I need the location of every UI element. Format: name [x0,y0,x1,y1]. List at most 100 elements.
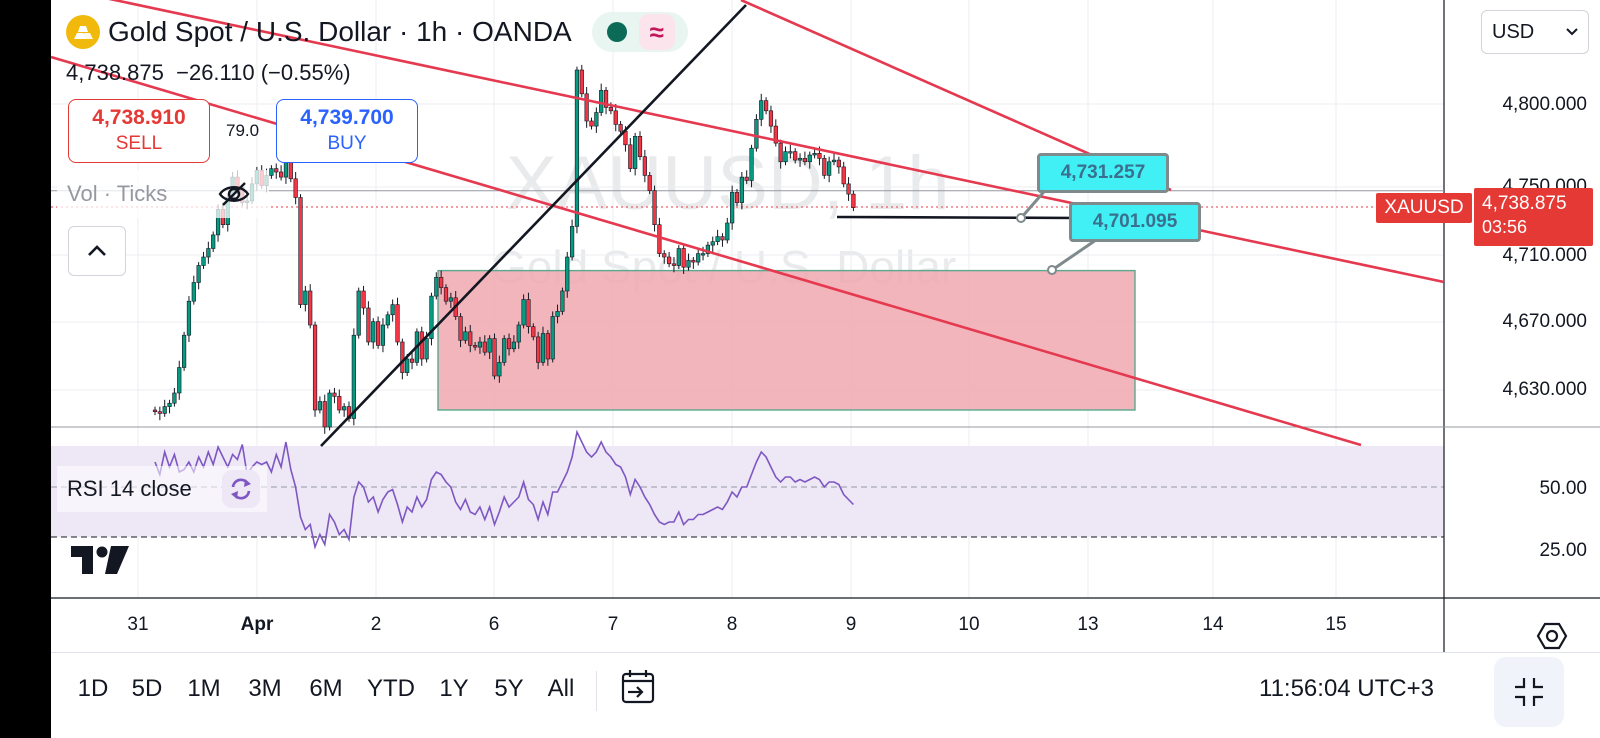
fullscreen-icon[interactable] [1494,657,1564,727]
candle-body [531,326,536,338]
refresh-icon[interactable] [222,470,260,508]
time-range-bar: 1D 5D 1M 3M 6M YTD 1Y 5Y All 11:56:04 UT… [51,652,1600,738]
volume-indicator-legend[interactable]: Vol · Ticks [57,170,269,218]
range-1m-button[interactable]: 1M [187,675,221,702]
price-tick: 4,710.000 [1502,245,1587,266]
candle-body [487,338,492,353]
time-tick: 15 [1325,614,1347,635]
rsi-tick: 50.00 [1539,478,1587,499]
sell-label: SELL [115,133,163,154]
candle-body [492,338,497,377]
candle-body [783,151,788,163]
last-price: 4,738.875 [66,60,164,85]
settings-icon[interactable] [1536,620,1568,657]
candle-body [308,290,313,326]
time-tick: Apr [240,614,274,635]
candle-body [550,316,555,360]
candle-body [443,287,449,302]
candle-body [167,402,172,407]
candle-body [691,260,696,263]
collapse-legend-button[interactable] [68,226,126,276]
candle-body [385,314,390,326]
candle-body [502,338,507,363]
candle-body [162,406,167,414]
candle-body [671,263,677,266]
candle-body [734,192,740,203]
eye-off-icon[interactable] [217,180,251,213]
candle-body [468,331,473,346]
candle-body [773,125,778,144]
time-tick: 8 [726,614,738,635]
range-5d-button[interactable]: 5D [131,675,163,702]
currency-select[interactable]: USD [1481,10,1589,54]
range-1d-button[interactable]: 1D [77,675,109,702]
trend-line [320,4,747,447]
time-tick: 31 [127,614,149,635]
candle-body [317,401,323,411]
candle-body [380,324,386,346]
candle-body [715,236,720,243]
candle-body [793,151,798,161]
candle-body [807,154,812,163]
candle-body [686,260,691,268]
market-status-pill[interactable]: ≈ [591,12,688,52]
symbol-title: Gold Spot / U.S. Dollar · 1h · OANDA [108,16,572,47]
market-open-dot-icon [606,22,627,42]
support-line [836,215,1082,220]
candle-body [545,333,550,360]
clock[interactable]: 11:56:04 UTC+3 [1259,675,1434,702]
candle-body [768,110,774,127]
symbol-header[interactable]: Gold Spot / U.S. Dollar · 1h · OANDA ≈ [66,12,688,52]
candle-body [439,277,444,288]
candle-body [555,311,560,317]
candle-body [390,304,395,316]
channel-lower-line [51,55,1362,447]
candle-body [637,136,643,158]
candle-body [395,304,400,343]
current-price: 4,738.875 [1482,193,1567,214]
candle-body [526,299,531,328]
candle-body [327,392,332,428]
buy-button[interactable]: 4,739.700 BUY [276,99,418,163]
candle-body [405,358,410,373]
candle-body [812,153,817,156]
price-tick: 4,800.000 [1502,94,1587,115]
rsi-label: RSI 14 close [67,476,192,501]
callout-anchor [1047,265,1057,275]
sell-button[interactable]: 4,738.910 SELL [68,99,210,163]
candle-body [497,362,502,377]
candle-body [608,107,613,112]
candle-body [356,290,361,336]
candle-body [749,147,754,181]
candle-body [681,248,686,268]
candle-body [312,324,318,411]
candle-body [196,265,201,283]
candle-body [802,158,807,163]
symbol-tag: XAUUSD [1376,193,1472,223]
range-5y-button[interactable]: 5Y [494,675,524,702]
candle-body [763,100,769,112]
candle-body [579,69,584,95]
buy-price: 4,739.700 [300,106,394,129]
candle-body [298,197,303,305]
range-ytd-button[interactable]: YTD [367,675,415,702]
range-1y-button[interactable]: 1Y [439,675,469,702]
candle-body [269,168,274,176]
tradingview-logo[interactable] [71,546,131,581]
price-callout[interactable]: 4,731.257 [1037,153,1169,193]
candle-body [477,341,483,348]
range-6m-button[interactable]: 6M [309,675,343,702]
candle-body [206,248,211,258]
candle-body [662,253,667,258]
price-callout[interactable]: 4,701.095 [1069,202,1201,242]
candle-body [152,409,158,412]
range-all-button[interactable]: All [547,675,575,702]
chart-canvas[interactable] [51,0,1600,652]
calendar-goto-icon[interactable] [618,667,658,712]
bar-countdown: 03:56 [1482,217,1528,237]
rsi-indicator-legend[interactable]: RSI 14 close [57,466,267,512]
candle-body [836,159,841,168]
candle-body [574,69,580,227]
range-3m-button[interactable]: 3M [248,675,282,702]
candle-body [647,175,652,191]
